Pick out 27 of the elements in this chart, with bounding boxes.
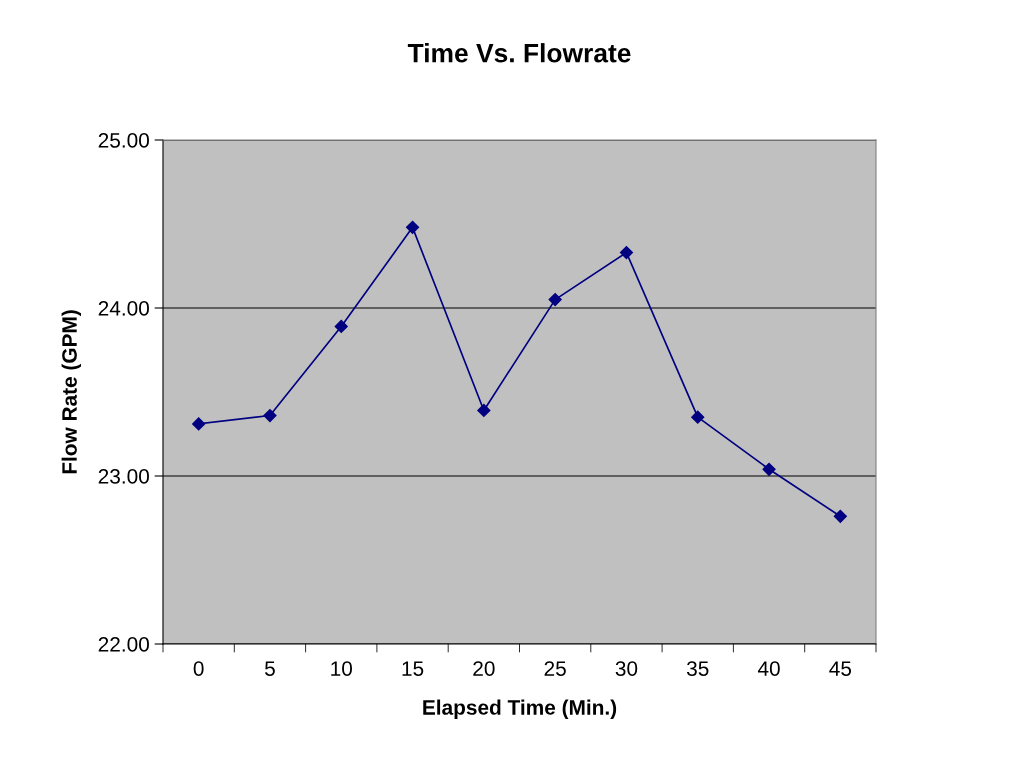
x-tick-label: 20	[473, 661, 495, 676]
point	[619, 245, 634, 260]
x-axis-title: Elapsed Time (Min.)	[423, 699, 617, 719]
x-tick-label: 40	[757, 661, 780, 676]
x-tick-label: 0	[193, 661, 204, 676]
point	[263, 408, 277, 423]
x-tick-label: 35	[686, 661, 709, 676]
x-tick-label: 25	[544, 661, 566, 676]
point	[762, 462, 776, 476]
x-tick-label: 45	[829, 661, 852, 676]
y-axis-title: Flow Rate (GPM)	[61, 310, 82, 474]
point	[477, 403, 491, 418]
point	[833, 509, 847, 523]
y-tick-label: 23.00	[98, 469, 149, 484]
x-tick-label: 30	[615, 661, 638, 676]
x-tick-label: 10	[331, 661, 353, 676]
y-tick-label: 25.00	[98, 133, 149, 148]
point	[334, 319, 348, 334]
point	[405, 220, 420, 234]
y-tick-label: 24.00	[98, 301, 149, 316]
y-tick-label: 22.00	[98, 637, 149, 652]
x-tick-label: 5	[264, 661, 275, 676]
point	[548, 293, 562, 307]
x-tick-label: 15	[402, 661, 424, 676]
point	[192, 417, 206, 431]
point	[691, 410, 705, 424]
chart-title: Time Vs. Flowrate	[407, 43, 631, 63]
